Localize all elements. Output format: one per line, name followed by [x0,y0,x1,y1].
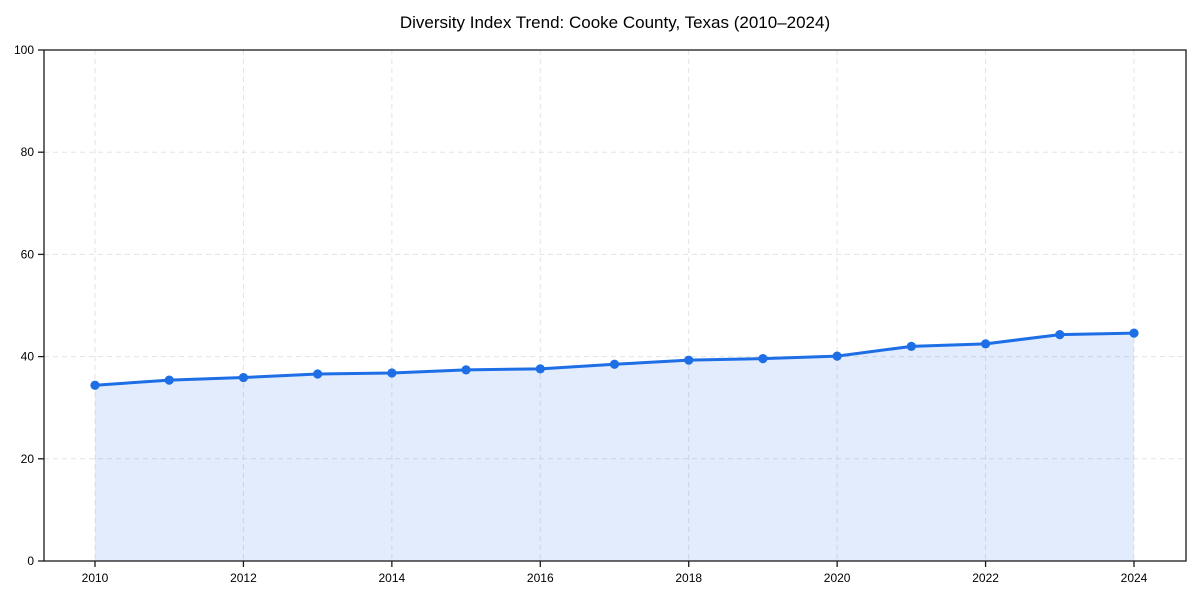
data-point [906,341,916,351]
data-point [758,354,768,364]
data-point [609,359,620,369]
data-point [238,372,249,383]
x-tick-label: 2018 [675,571,702,585]
data-point [832,351,842,361]
x-tick-label: 2016 [527,571,554,585]
y-tick-label: 80 [21,145,35,159]
data-point [535,364,545,374]
area-fill [95,333,1134,561]
y-tick-label: 100 [14,43,34,57]
data-point [164,375,174,385]
x-tick-label: 2010 [82,571,109,585]
x-tick-label: 2022 [972,571,999,585]
data-point [1055,330,1065,340]
y-tick-label: 20 [21,452,35,466]
x-tick-label: 2014 [379,571,406,585]
data-point [684,355,694,365]
data-point [1129,328,1139,338]
x-tick-label: 2024 [1121,571,1148,585]
data-point [980,339,991,349]
y-tick-label: 60 [21,247,35,261]
data-point [313,369,323,379]
data-point [387,368,397,378]
plot-border [43,49,1187,562]
chart-axes: 0 20 40 60 80 100 2010 2012 2014 2016 2018 2020 2022… [14,43,1187,585]
data-point [90,380,100,390]
chart-title: Diversity Index Trend: Cooke County, Tex… [400,13,830,32]
chart-series [90,328,1139,561]
x-tick-label: 2012 [230,571,257,585]
y-tick-label: 0 [27,554,34,568]
x-tick-label: 2020 [824,571,851,585]
data-point [461,365,471,375]
y-tick-label: 40 [21,350,35,364]
